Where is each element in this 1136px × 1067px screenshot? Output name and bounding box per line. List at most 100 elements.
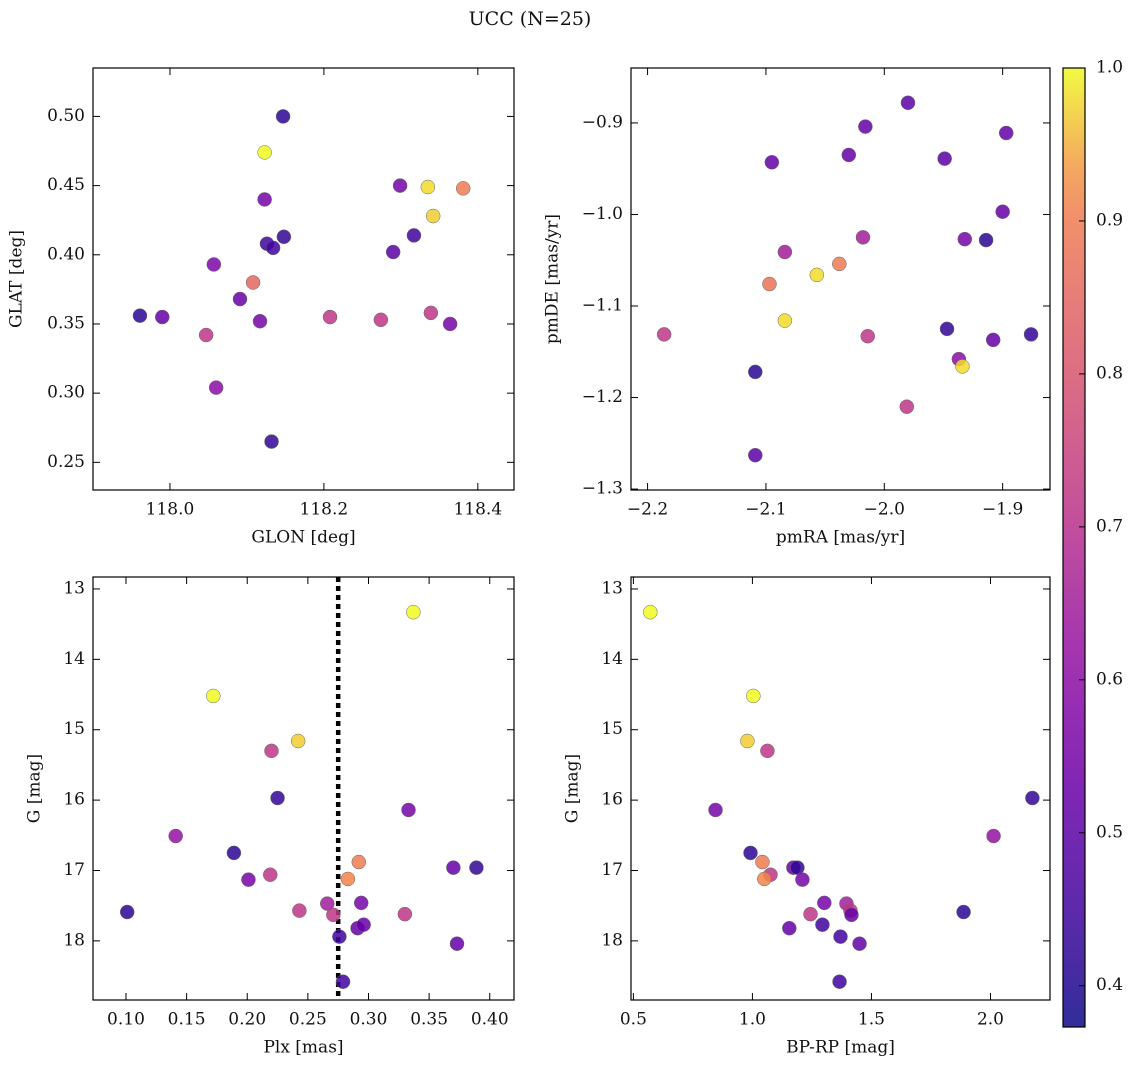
scatter-point xyxy=(264,434,279,449)
scatter-point xyxy=(442,316,458,332)
scatter-point xyxy=(406,604,421,620)
scatter-point xyxy=(956,904,971,920)
x-tick-label: 1.0 xyxy=(739,1010,766,1030)
scatter-point xyxy=(373,312,389,328)
scatter-point xyxy=(833,929,848,944)
scatter-point xyxy=(270,790,285,806)
colorbar-tick-label: 0.5 xyxy=(1096,822,1123,842)
scatter-point xyxy=(276,229,292,245)
scatter-point xyxy=(1023,327,1039,342)
colorbar xyxy=(1062,67,1086,1028)
scatter-point xyxy=(290,733,306,749)
y-tick-label: −1.3 xyxy=(582,479,623,499)
y-tick-label: 16 xyxy=(63,790,85,810)
plot-frame xyxy=(630,576,1051,1001)
y-tick-label: 17 xyxy=(601,860,623,880)
scatter-point xyxy=(275,109,291,124)
scatter-point xyxy=(809,267,825,283)
x-axis-label: GLON [deg] xyxy=(251,528,355,548)
scatter-point xyxy=(939,321,955,337)
scatter-point xyxy=(232,291,248,307)
x-tick-label: 0.25 xyxy=(289,1010,327,1030)
scatter-point xyxy=(226,845,242,861)
colorbar-tick-label: 0.4 xyxy=(1096,975,1123,995)
scatter-point xyxy=(1025,790,1040,806)
colorbar-tick-label: 0.7 xyxy=(1096,516,1123,536)
y-tick-label: 17 xyxy=(63,860,85,880)
x-tick-label: 0.15 xyxy=(168,1010,206,1030)
scatter-point xyxy=(860,328,875,344)
colorbar-tick-label: 0.9 xyxy=(1096,210,1123,230)
scatter-point xyxy=(257,145,272,160)
y-tick-label: 15 xyxy=(63,719,85,739)
scatter-point xyxy=(406,228,422,243)
colorbar-tick-label: 0.6 xyxy=(1096,669,1123,689)
y-tick-label: −1.2 xyxy=(582,387,623,407)
x-tick-label: −2.2 xyxy=(627,500,668,520)
y-tick-label: −1.0 xyxy=(582,204,623,224)
scatter-point xyxy=(762,276,777,292)
scatter-point xyxy=(132,308,148,323)
scatter-point xyxy=(855,230,871,245)
y-tick-label: 0.50 xyxy=(47,106,85,126)
x-tick-label: 118.4 xyxy=(453,500,502,520)
y-axis-label: G [mag] xyxy=(25,754,45,823)
scatter-point xyxy=(449,936,465,951)
scatter-point xyxy=(986,828,1001,844)
scatter-point xyxy=(985,332,1001,348)
scatter-point xyxy=(844,907,859,923)
y-tick-label: 0.35 xyxy=(47,313,85,333)
scatter-point xyxy=(755,854,770,870)
x-tick-label: 118.0 xyxy=(146,500,195,520)
scatter-point xyxy=(241,872,256,887)
scatter-point xyxy=(263,867,278,882)
scatter-point xyxy=(803,906,818,922)
y-tick-label: 16 xyxy=(601,790,623,810)
scatter-point xyxy=(340,871,356,887)
scatter-point xyxy=(817,895,832,911)
scatter-point xyxy=(322,309,338,325)
scatter-point xyxy=(841,147,857,163)
scatter-point xyxy=(995,204,1010,219)
y-tick-label: 14 xyxy=(601,649,623,669)
scatter-point xyxy=(326,907,341,923)
scatter-point xyxy=(740,733,755,749)
y-axis-label: pmDE [mas/yr] xyxy=(543,214,563,344)
scatter-point xyxy=(335,974,351,989)
y-tick-label: 14 xyxy=(63,649,85,669)
scatter-point xyxy=(978,232,994,248)
y-tick-label: 0.40 xyxy=(47,244,85,264)
y-tick-label: 18 xyxy=(601,930,623,950)
scatter-point xyxy=(425,208,441,224)
scatter-point xyxy=(206,257,222,272)
scatter-point xyxy=(782,920,797,936)
scatter-point xyxy=(899,399,915,414)
scatter-point xyxy=(760,743,775,759)
scatter-point xyxy=(900,95,916,111)
scatter-point xyxy=(455,181,471,196)
scatter-point xyxy=(656,327,672,342)
scatter-point xyxy=(264,743,279,759)
scatter-point xyxy=(198,327,214,343)
scatter-point xyxy=(777,244,793,260)
scatter-point xyxy=(397,906,413,922)
scatter-point xyxy=(401,802,416,818)
y-tick-label: −1.1 xyxy=(582,296,623,316)
x-tick-label: 0.20 xyxy=(228,1010,266,1030)
y-tick-label: 0.25 xyxy=(47,452,85,472)
x-tick-label: 0.5 xyxy=(620,1010,647,1030)
colorbar-tick-label: 0.8 xyxy=(1096,363,1123,383)
scatter-point xyxy=(748,364,763,380)
plot-frame xyxy=(92,67,515,491)
scatter-point xyxy=(208,380,224,395)
scatter-point xyxy=(777,313,793,328)
x-tick-label: 0.40 xyxy=(471,1010,509,1030)
x-tick-label: −2.0 xyxy=(864,500,905,520)
scatter-point xyxy=(743,845,758,861)
scatter-point xyxy=(423,305,439,321)
scatter-point xyxy=(206,688,221,704)
x-tick-label: −2.1 xyxy=(745,500,786,520)
scatter-point xyxy=(155,309,170,325)
x-tick-label: −1.9 xyxy=(982,500,1023,520)
